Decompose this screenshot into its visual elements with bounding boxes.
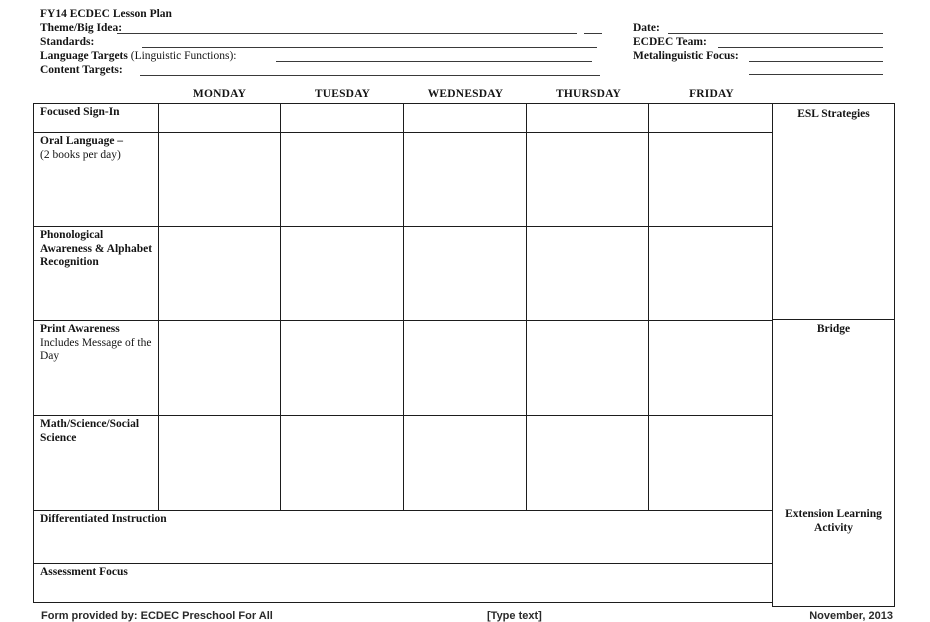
row-label-cell: Print Awareness Includes Message of the …: [34, 321, 159, 415]
row-subtitle: Includes Message of the Day: [40, 336, 152, 363]
row-label-cell: Oral Language – (2 books per day): [34, 133, 159, 226]
row-subtitle: (2 books per day): [40, 148, 121, 161]
field-label-standards: Standards:: [40, 36, 94, 49]
field-label-standards-strong: Standards:: [40, 36, 95, 48]
day-cell-monday[interactable]: [159, 416, 282, 510]
day-header-row: MONDAY TUESDAY WEDNESDAY THURSDAY FRIDAY: [158, 88, 773, 100]
row-title: Differentiated Instruction: [40, 513, 167, 525]
day-cell-thursday[interactable]: [527, 104, 650, 132]
day-cell-wednesday[interactable]: [404, 104, 527, 132]
row-title: Assessment Focus: [40, 566, 128, 578]
field-label-date: Date:: [633, 22, 660, 34]
side-panel: ESL Strategies Bridge Extension Learning…: [772, 103, 895, 607]
day-cell-tuesday[interactable]: [281, 416, 404, 510]
day-cell-tuesday[interactable]: [281, 133, 404, 226]
table-row-assessment-focus[interactable]: Assessment Focus: [34, 564, 772, 602]
side-cell-esl-strategies[interactable]: ESL Strategies: [773, 104, 894, 320]
row-title: Math/Science/Social Science: [40, 418, 140, 444]
field-label-language-targets-normal: (Linguistic Functions):: [127, 50, 237, 62]
field-label-language-targets: Language Targets (Linguistic Functions):: [40, 50, 236, 63]
fill-in-line-theme[interactable]: [117, 32, 577, 34]
fill-in-line-metalinguistic-focus[interactable]: [749, 60, 883, 62]
fill-in-line-language-targets[interactable]: [276, 60, 592, 62]
day-cell-thursday[interactable]: [527, 133, 650, 226]
table-row-phonological-awareness: Phonological Awareness & Alphabet Recogn…: [34, 227, 772, 321]
table-row-differentiated-instruction[interactable]: Differentiated Instruction: [34, 511, 772, 564]
day-header-thursday: THURSDAY: [555, 88, 622, 100]
side-label-extension-learning-activity: Extension Learning Activity: [785, 508, 882, 534]
fill-in-line-theme-tail[interactable]: [584, 32, 602, 34]
day-header-wednesday: WEDNESDAY: [427, 88, 504, 100]
field-label-language-targets-strong: Language Targets: [40, 50, 128, 62]
day-cell-friday[interactable]: [649, 416, 772, 510]
day-cell-monday[interactable]: [159, 321, 282, 415]
fill-in-line-metalinguistic-focus-2[interactable]: [749, 73, 883, 75]
day-cell-thursday[interactable]: [527, 321, 650, 415]
side-label-esl-strategies: ESL Strategies: [797, 108, 870, 120]
fill-in-line-date[interactable]: [668, 32, 883, 34]
row-label-cell: Math/Science/Social Science: [34, 416, 159, 510]
field-label-content-targets: Content Targets:: [40, 64, 123, 77]
day-cell-thursday[interactable]: [527, 227, 650, 320]
table-row-focused-sign-in: Focused Sign-In: [34, 104, 772, 133]
row-title: Phonological Awareness & Alphabet Recogn…: [40, 229, 153, 268]
day-cell-wednesday[interactable]: [404, 321, 527, 415]
table-row-math-science-social: Math/Science/Social Science: [34, 416, 772, 511]
day-cell-tuesday[interactable]: [281, 104, 404, 132]
day-cell-friday[interactable]: [649, 227, 772, 320]
day-cell-friday[interactable]: [649, 104, 772, 132]
fill-in-line-ecdec-team[interactable]: [718, 46, 883, 48]
day-cell-friday[interactable]: [649, 321, 772, 415]
day-cell-tuesday[interactable]: [281, 321, 404, 415]
row-title: Print Awareness: [40, 323, 120, 335]
footer-date-text: November, 2013: [809, 610, 893, 622]
day-cell-monday[interactable]: [159, 104, 282, 132]
day-cell-thursday[interactable]: [527, 416, 650, 510]
field-label-content-targets-strong: Content Targets:: [40, 64, 123, 76]
field-label-metalinguistic-focus: Metalinguistic Focus:: [633, 50, 739, 62]
fill-in-line-standards[interactable]: [142, 46, 597, 48]
footer-type-text-placeholder[interactable]: [Type text]: [487, 610, 542, 622]
footer-provider-text: Form provided by: ECDEC Preschool For Al…: [41, 610, 273, 622]
field-label-theme: Theme/Big Idea:: [40, 22, 122, 35]
day-cell-monday[interactable]: [159, 133, 282, 226]
day-cell-wednesday[interactable]: [404, 133, 527, 226]
day-header-monday: MONDAY: [192, 88, 247, 100]
day-cell-tuesday[interactable]: [281, 227, 404, 320]
fill-in-line-content-targets[interactable]: [140, 74, 600, 76]
document-title: FY14 ECDEC Lesson Plan: [40, 8, 172, 20]
row-label-cell: Focused Sign-In: [34, 104, 159, 132]
table-row-oral-language: Oral Language – (2 books per day): [34, 133, 772, 227]
day-header-friday: FRIDAY: [689, 88, 734, 100]
weekly-schedule-table: Focused Sign-In Oral Language – (2 books…: [33, 103, 773, 603]
row-title: Focused Sign-In: [40, 106, 120, 118]
row-label-cell: Phonological Awareness & Alphabet Recogn…: [34, 227, 159, 320]
table-row-print-awareness: Print Awareness Includes Message of the …: [34, 321, 772, 416]
day-cell-friday[interactable]: [649, 133, 772, 226]
day-cell-monday[interactable]: [159, 227, 282, 320]
side-label-bridge: Bridge: [816, 323, 851, 335]
day-header-tuesday: TUESDAY: [314, 88, 371, 100]
day-cell-wednesday[interactable]: [404, 227, 527, 320]
row-title: Oral Language –: [40, 135, 124, 147]
day-cell-wednesday[interactable]: [404, 416, 527, 510]
side-cell-bridge[interactable]: Bridge Extension Learning Activity: [773, 320, 894, 606]
field-label-theme-strong: Theme/Big Idea:: [40, 22, 123, 34]
field-label-ecdec-team: ECDEC Team:: [633, 36, 707, 48]
